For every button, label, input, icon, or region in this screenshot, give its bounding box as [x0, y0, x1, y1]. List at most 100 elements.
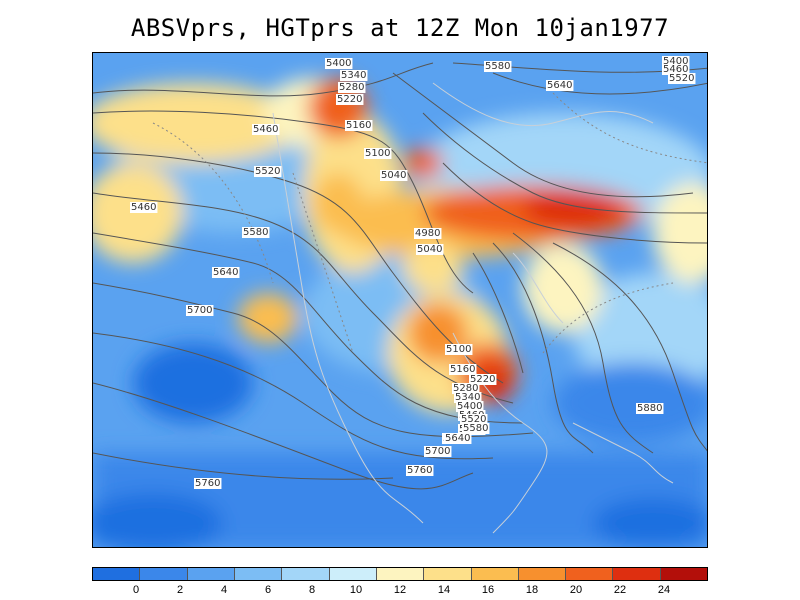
svg-text:5040: 5040: [381, 170, 406, 181]
svg-text:5280: 5280: [453, 383, 478, 394]
svg-text:5280: 5280: [339, 82, 364, 93]
svg-text:5340: 5340: [341, 70, 366, 81]
svg-text:5040: 5040: [417, 244, 442, 255]
svg-text:5640: 5640: [213, 267, 238, 278]
svg-text:5640: 5640: [445, 433, 470, 444]
contour-label: 5400: [325, 58, 353, 69]
colorbar-segment: [140, 568, 188, 580]
svg-text:5220: 5220: [337, 94, 362, 105]
colorbar-segment: [376, 568, 425, 580]
contour-label: 5640: [444, 433, 472, 444]
contour-label: 5040: [380, 170, 408, 181]
colorbar-segment: [424, 568, 472, 580]
contour-label: 5340: [340, 70, 368, 81]
svg-text:5460: 5460: [253, 124, 278, 135]
svg-text:4980: 4980: [415, 228, 440, 239]
colorbar-tick-label: 2: [176, 584, 184, 596]
colorbar-segment: [234, 568, 283, 580]
svg-text:5760: 5760: [195, 478, 220, 489]
svg-text:5220: 5220: [470, 374, 495, 385]
colorbar-segment: [518, 568, 567, 580]
colorbar-segment: [282, 568, 330, 580]
map-canvas: 5400 5340 5280 5220 5160 5100 5040 4980 …: [93, 53, 707, 547]
colorbar-tick-label: 14: [437, 584, 451, 596]
svg-text:5460: 5460: [131, 202, 156, 213]
svg-text:5400: 5400: [326, 58, 351, 69]
svg-text:5580: 5580: [243, 227, 268, 238]
contour-label: 5040: [416, 244, 444, 255]
contour-label: 5400: [456, 401, 484, 412]
contour-label: 5640: [212, 267, 240, 278]
contour-label: 5580: [242, 227, 270, 238]
svg-text:5760: 5760: [407, 465, 432, 476]
colorbar-segment: [187, 568, 235, 580]
contour-label: 5580: [484, 61, 512, 72]
contour-label: 5880: [636, 403, 664, 414]
colorbar-tick-label: 12: [393, 584, 407, 596]
colorbar-tick-label: 20: [569, 584, 583, 596]
svg-text:5640: 5640: [547, 80, 572, 91]
contour-label: 5220: [336, 94, 364, 105]
svg-text:5460: 5460: [663, 64, 688, 75]
contour-label: 5640: [546, 80, 574, 91]
svg-text:5580: 5580: [463, 423, 488, 434]
contour-label: 5460: [252, 124, 280, 135]
contour-label: 5760: [406, 465, 434, 476]
svg-text:5520: 5520: [255, 166, 280, 177]
contour-label: 4980: [414, 228, 442, 239]
contour-label: 5280: [452, 383, 480, 394]
colorbar-tick-label: 18: [525, 584, 539, 596]
contour-label: 5340: [454, 392, 482, 403]
contour-label: 5100: [364, 148, 392, 159]
auxiliary-contours: [152, 92, 707, 354]
contour-label: 5520: [254, 166, 282, 177]
contour-label: 5520: [668, 73, 696, 84]
colorbar-tick-label: 8: [308, 584, 316, 596]
colorbar-tick-label: 0: [132, 584, 140, 596]
contour-label: 5400: [662, 56, 690, 67]
contour-label: 5160: [345, 120, 373, 131]
svg-text:5400: 5400: [457, 401, 482, 412]
svg-text:5160: 5160: [450, 364, 475, 375]
svg-text:5580: 5580: [485, 61, 510, 72]
svg-text:5340: 5340: [455, 392, 480, 403]
colorbar-tick-label: 10: [349, 584, 363, 596]
contour-label: 5760: [194, 478, 222, 489]
svg-text:5520: 5520: [461, 414, 486, 425]
colorbar-tick-label: 22: [613, 584, 627, 596]
contour-label: 5700: [186, 305, 214, 316]
contour-label: 5460: [130, 202, 158, 213]
colorbar-tick-label: 24: [657, 584, 671, 596]
colorbar-segment: [613, 568, 661, 580]
colorbar-tick-label: 6: [264, 584, 272, 596]
contour-label: 5700: [424, 446, 452, 457]
colorbar-tick-label: 4: [220, 584, 228, 596]
vorticity-field: [93, 78, 707, 547]
svg-text:5520: 5520: [669, 73, 694, 84]
colorbar-labels: 0 2 4 6 8 10 12 14 16 18 20 22 24: [92, 584, 708, 598]
contour-label: 5520: [460, 414, 488, 425]
contour-label: 5220: [469, 374, 497, 385]
contour-label: 5460: [662, 64, 690, 75]
svg-text:5100: 5100: [446, 344, 471, 355]
svg-text:5100: 5100: [365, 148, 390, 159]
colorbar-segment: [471, 568, 519, 580]
svg-text:5880: 5880: [637, 403, 662, 414]
contour-label: 5100: [445, 344, 473, 355]
colorbar-segment: [329, 568, 377, 580]
svg-text:5700: 5700: [187, 305, 212, 316]
colorbar-segment: [93, 568, 141, 580]
height-contours: [93, 62, 707, 490]
colorbar-segment: [660, 568, 708, 580]
contour-label: 5580: [462, 423, 490, 434]
svg-text:5160: 5160: [346, 120, 371, 131]
colorbar-segment: [566, 568, 614, 580]
colorbar: [92, 567, 708, 581]
map-title: ABSVprs, HGTprs at 12Z Mon 10jan1977: [130, 14, 670, 42]
map-panel: 5400 5340 5280 5220 5160 5100 5040 4980 …: [92, 52, 708, 548]
contour-label: 5280: [338, 82, 366, 93]
contour-labels: 5400 5340 5280 5220 5160 5100 5040 4980 …: [130, 56, 696, 489]
colorbar-tick-label: 16: [481, 584, 495, 596]
contour-label: 5160: [449, 364, 477, 375]
svg-text:5400: 5400: [663, 56, 688, 67]
